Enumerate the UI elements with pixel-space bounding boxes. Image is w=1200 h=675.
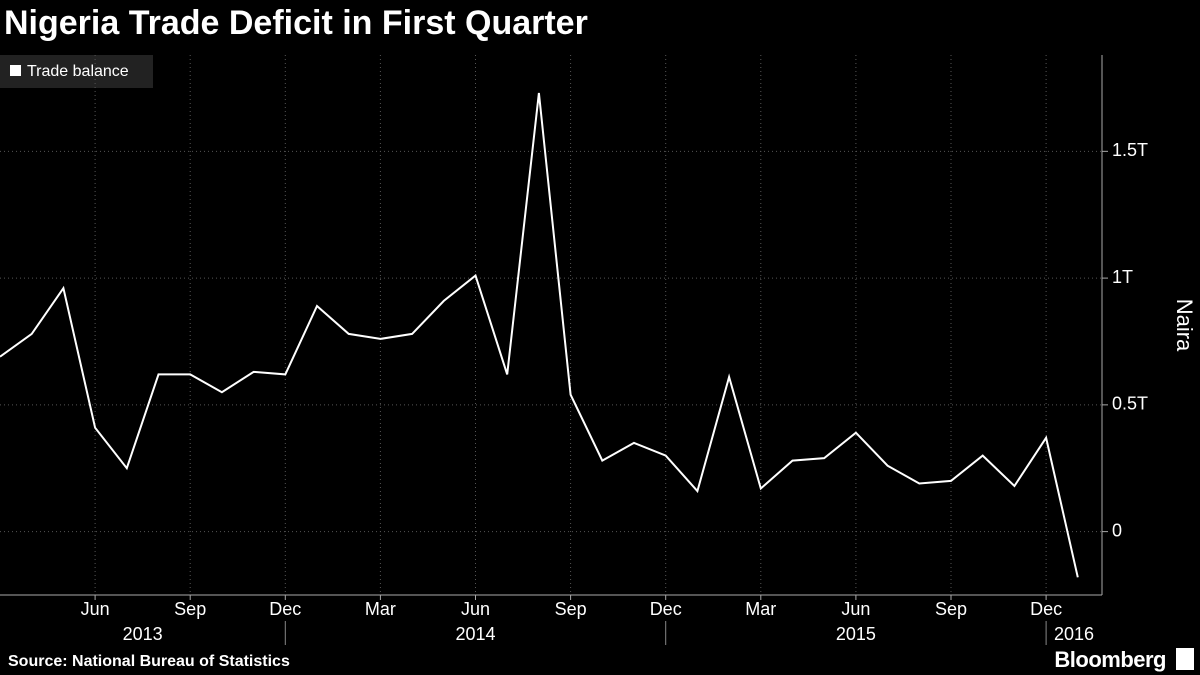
x-tick-label: Dec bbox=[650, 599, 682, 619]
x-tick-label: Jun bbox=[461, 599, 490, 619]
x-tick-label: Mar bbox=[365, 599, 396, 619]
x-tick-label: Sep bbox=[935, 599, 967, 619]
x-tick-label: Sep bbox=[174, 599, 206, 619]
legend-label: Trade balance bbox=[27, 63, 129, 80]
x-tick-label: Sep bbox=[555, 599, 587, 619]
x-tick-label: Mar bbox=[745, 599, 776, 619]
chart-title: Nigeria Trade Deficit in First Quarter bbox=[4, 4, 588, 42]
year-label: 2014 bbox=[455, 624, 495, 644]
year-label: 2016 bbox=[1054, 624, 1094, 644]
y-tick-label: 0.5T bbox=[1112, 394, 1148, 414]
logo-icon bbox=[1176, 648, 1194, 670]
source: Source: National Bureau of Statistics bbox=[8, 653, 290, 670]
line bbox=[0, 92, 1079, 578]
y-tick-label: 1.5T bbox=[1112, 140, 1148, 160]
year-label: 2015 bbox=[836, 624, 876, 644]
x-tick-label: Dec bbox=[1030, 599, 1062, 619]
legend-swatch bbox=[10, 65, 21, 76]
y-tick-label: 0 bbox=[1112, 520, 1122, 540]
x-tick-label: Dec bbox=[269, 599, 301, 619]
year-label: 2013 bbox=[123, 624, 163, 644]
logo: Bloomberg bbox=[1054, 647, 1166, 672]
legend-box bbox=[0, 55, 153, 88]
y-axis-title: Naira bbox=[1172, 299, 1197, 352]
x-tick-label: Jun bbox=[841, 599, 870, 619]
x-tick-label: Jun bbox=[81, 599, 110, 619]
y-tick-label: 1T bbox=[1112, 267, 1133, 287]
